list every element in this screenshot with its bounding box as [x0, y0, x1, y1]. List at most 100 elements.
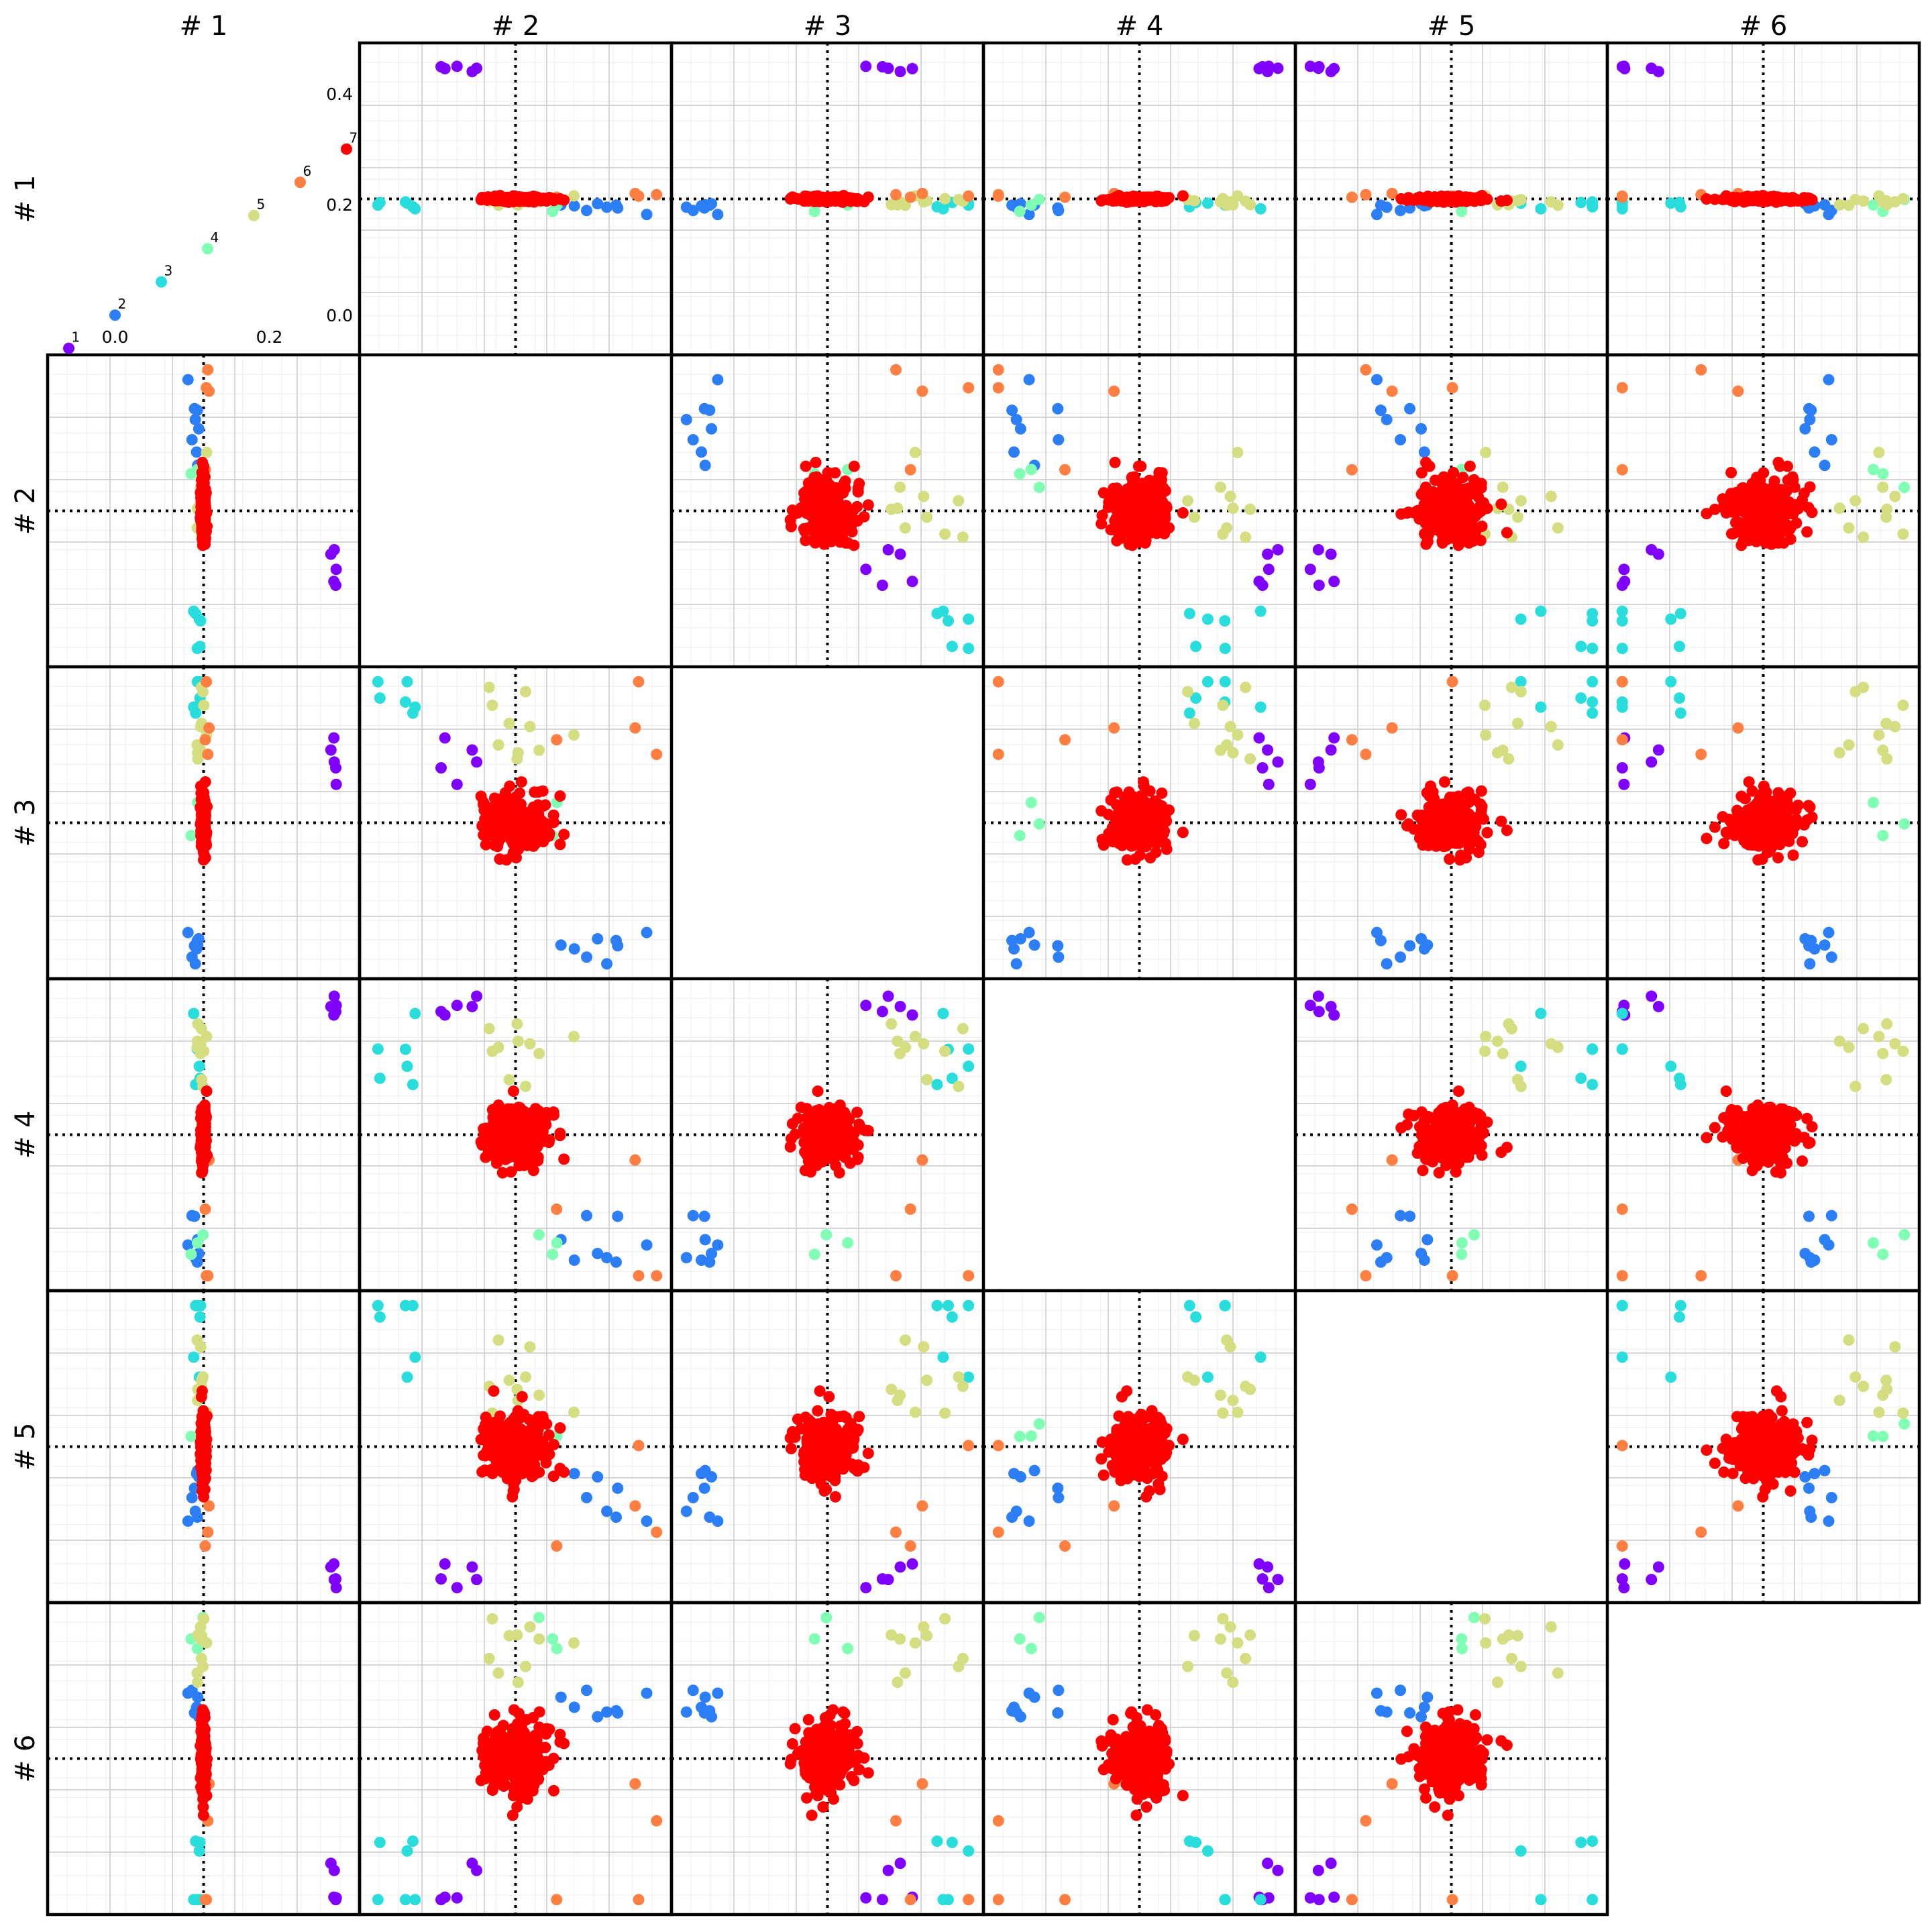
point-cluster-6 [1695, 749, 1707, 761]
point-cluster-5 [1858, 531, 1870, 543]
point-cluster-2 [555, 939, 567, 951]
point-cluster-3 [1201, 613, 1214, 625]
point-cluster-3 [399, 1043, 411, 1055]
point-cluster-2 [704, 405, 716, 417]
point-cluster-6 [651, 749, 663, 761]
point-cluster-3 [1254, 701, 1267, 713]
point-cluster-5 [1224, 490, 1236, 502]
point-cluster-5 [1833, 502, 1845, 515]
column-header-6: # 6 [1739, 11, 1788, 42]
row-header-5: # 5 [10, 1423, 41, 1471]
point-cluster-3 [1190, 641, 1202, 653]
point-cluster-7 [1762, 491, 1774, 503]
point-cluster-5 [492, 739, 504, 751]
point-cluster-7 [1444, 825, 1456, 837]
point-cluster-7 [1395, 809, 1407, 821]
point-cluster-5 [1511, 511, 1523, 523]
point-cluster-7 [508, 811, 520, 823]
point-cluster-2 [1023, 374, 1035, 386]
point-cluster-5 [1552, 739, 1564, 751]
point-cluster-7 [1433, 497, 1445, 509]
point-cluster-5 [1480, 447, 1492, 459]
point-cluster-2 [1421, 939, 1434, 951]
point-cluster-7 [1444, 511, 1456, 523]
panel-r3-c2 [358, 665, 674, 981]
point-cluster-3 [1587, 201, 1599, 213]
point-cluster-7 [1464, 460, 1476, 472]
point-cluster-6 [1616, 191, 1628, 203]
point-cluster-3 [1665, 197, 1677, 209]
point-cluster-3 [191, 643, 203, 655]
point-cluster-1 [328, 543, 340, 555]
point-cluster-4 [1868, 464, 1880, 476]
point-cluster-4 [1877, 830, 1889, 842]
point-cluster-6 [651, 189, 663, 201]
point-cluster-7 [1787, 849, 1799, 861]
point-cluster-1 [894, 548, 906, 560]
point-cluster-1 [906, 62, 918, 74]
point-cluster-6 [963, 190, 975, 202]
point-cluster-5 [1833, 199, 1845, 211]
point-cluster-7 [1750, 535, 1762, 547]
point-cluster-5 [1849, 495, 1862, 507]
row-header-6: # 6 [10, 1735, 41, 1783]
panel-r1-c3 [669, 41, 985, 357]
point-cluster-6 [992, 189, 1004, 201]
point-cluster-3 [407, 201, 419, 213]
point-cluster-7 [1126, 193, 1138, 205]
point-cluster-4 [191, 1237, 203, 1249]
point-cluster-1 [328, 990, 340, 1002]
point-cluster-2 [641, 926, 653, 938]
point-cluster-6 [633, 676, 645, 688]
point-cluster-2 [192, 939, 204, 951]
point-cluster-1 [1263, 60, 1275, 72]
point-cluster-7 [1111, 194, 1123, 206]
point-cluster-6 [629, 722, 641, 734]
point-cluster-7 [848, 193, 860, 205]
point-cluster-4 [1033, 818, 1045, 830]
point-cluster-5 [1545, 490, 1557, 502]
panel-r1-c6 [1605, 41, 1921, 357]
point-cluster-7 [1434, 525, 1446, 537]
point-cluster-2 [696, 446, 708, 458]
point-cluster-2 [592, 1248, 604, 1260]
point-cluster-7 [845, 511, 857, 523]
point-cluster-2 [1052, 940, 1064, 952]
point-cluster-3 [1674, 608, 1686, 620]
point-cluster-7 [1126, 817, 1138, 829]
point-cluster-5 [1881, 753, 1893, 765]
point-cluster-6 [202, 749, 214, 761]
point-cluster-7 [1121, 837, 1133, 849]
point-cluster-7 [1779, 518, 1791, 530]
point-cluster-1 [882, 62, 894, 74]
point-cluster-1 [328, 576, 340, 588]
point-cluster-5 [1880, 717, 1892, 729]
point-cluster-7 [1177, 826, 1189, 839]
point-cluster-7 [1806, 506, 1818, 519]
point-cluster-3 [372, 676, 384, 688]
point-cluster-7 [1762, 847, 1774, 859]
panel-r3-c4 [981, 665, 1297, 981]
point-cluster-4 [1025, 464, 1037, 476]
panel-r1-c2 [358, 41, 674, 357]
point-cluster-3 [190, 608, 202, 620]
point-cluster-7 [1125, 794, 1137, 806]
point-cluster-7 [1772, 852, 1784, 864]
point-cluster-5 [1552, 522, 1564, 534]
point-cluster-5 [1897, 528, 1909, 540]
point-cluster-7 [537, 785, 549, 797]
point-cluster-5 [1214, 744, 1226, 756]
point-cluster-7 [198, 1111, 210, 1123]
point-cluster-4 [1868, 796, 1880, 808]
point-cluster-3 [374, 1072, 386, 1084]
point-cluster-7 [531, 193, 543, 205]
point-cluster-1 [1618, 778, 1630, 790]
point-cluster-1 [876, 579, 888, 591]
point-cluster-1 [1312, 543, 1324, 555]
point-cluster-3 [1201, 676, 1214, 688]
point-cluster-7 [1472, 811, 1485, 823]
point-cluster-7 [1709, 821, 1721, 833]
point-cluster-7 [1501, 527, 1513, 539]
point-cluster-1 [894, 66, 906, 78]
